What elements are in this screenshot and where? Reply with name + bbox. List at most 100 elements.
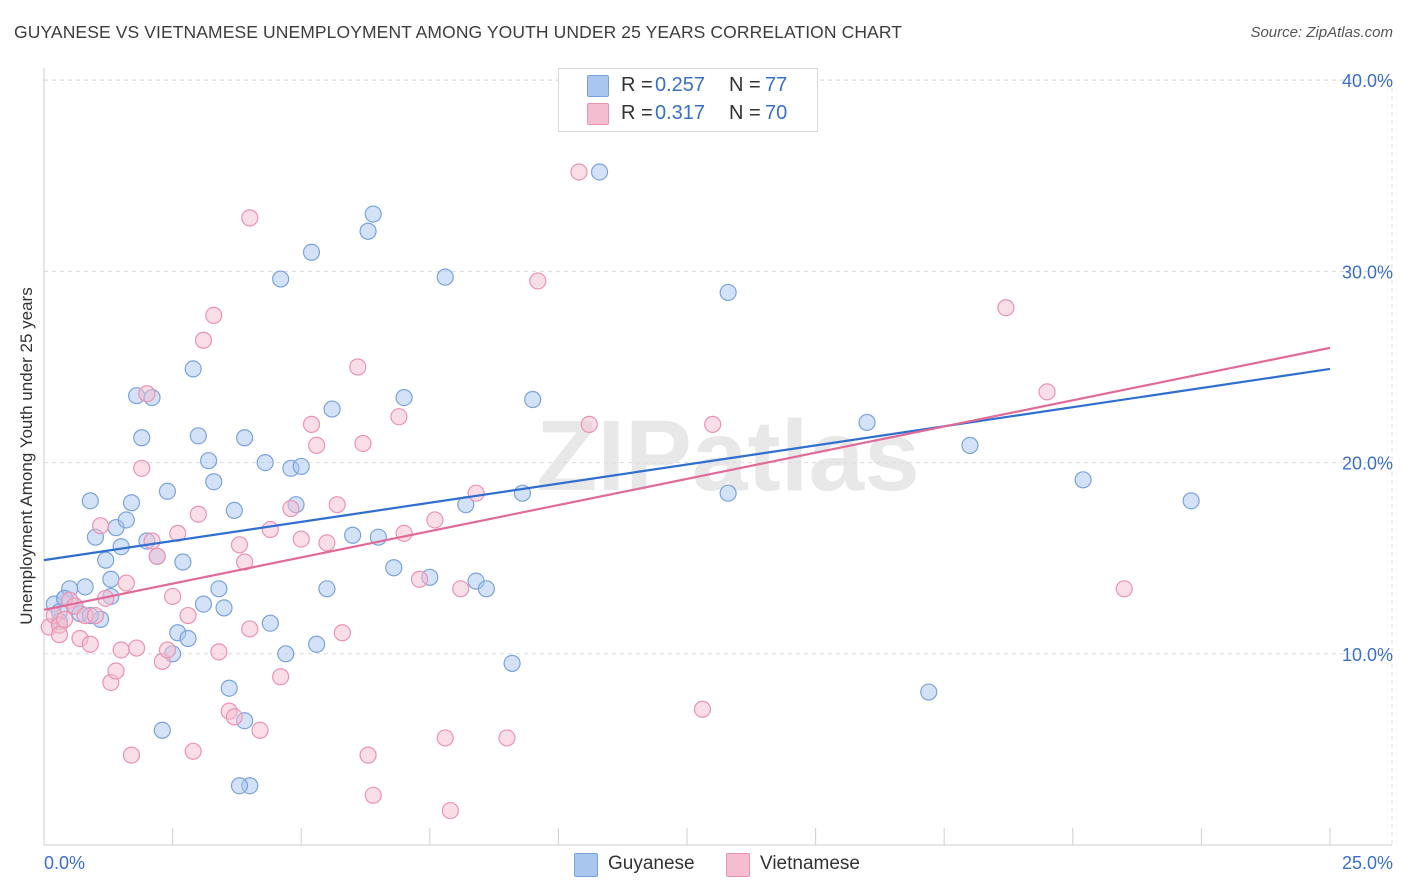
vietnamese-trend-line [43,346,1331,611]
guyanese-point [590,163,609,181]
vietnamese-point [91,517,110,535]
vietnamese-point [308,436,326,454]
guyanese-point [189,427,207,445]
guyanese-point [292,457,310,476]
vietnamese-point [704,415,722,433]
n-label: N = [729,102,761,124]
vietnamese-point [194,331,213,349]
guyanese-point [1074,471,1092,489]
vietnamese-point [1038,383,1056,401]
vietnamese-point [210,643,228,661]
vietnamese-point [364,786,382,804]
vietnamese-point [122,746,141,764]
vietnamese-point [55,610,74,628]
guyanese-point [302,243,321,261]
vietnamese-point [359,746,377,764]
vietnamese-point [127,639,146,657]
guyanese-point [215,599,233,617]
vietnamese-point [251,721,269,739]
guyanese-point [272,270,290,288]
r-label: R = [621,74,653,96]
guyanese-point [436,268,454,286]
vietnamese-point [318,534,336,552]
guyanese-point [308,635,326,653]
vietnamese-point [349,358,367,376]
vietnamese-point [395,524,413,542]
r-value: 0.317 [655,102,706,124]
guyanese-point [184,360,202,378]
vietnamese-point [272,668,290,686]
guyanese-point [122,494,141,512]
vietnamese-point [302,415,321,433]
guyanese-point [230,777,249,795]
vietnamese-legend-swatch [726,853,750,877]
vietnamese-point [436,729,454,747]
guyanese-point [1182,492,1200,510]
vietnamese-point [241,620,259,638]
guyanese-point [200,452,218,470]
guyanese-point [210,580,228,598]
y-tick-label: 20.0% [1342,454,1393,474]
guyanese-point [205,473,223,491]
guyanese-point [179,629,197,648]
guyanese-point [323,400,341,418]
guyanese-point [385,559,403,577]
guyanese-point [395,388,413,407]
vietnamese-point [50,626,69,644]
vietnamese-point [81,635,99,653]
guyanese-point [76,578,94,596]
y-tick-label: 10.0% [1342,645,1393,665]
vietnamese-point [333,624,351,642]
legend-label: Guyanese [608,853,695,874]
guyanese-point [220,679,238,697]
vietnamese-point [148,547,166,565]
vietnamese-point [133,459,151,477]
guyanese-point [719,283,737,302]
vietnamese-swatch [587,103,609,125]
guyanese-point [225,501,243,519]
vietnamese-point [261,520,279,539]
guyanese-point [277,645,295,663]
vietnamese-point [426,511,444,529]
vietnamese-point [580,415,598,433]
vietnamese-point [169,524,187,542]
guyanese-point [503,654,521,672]
guyanese-point [359,222,377,240]
vietnamese-point [498,729,516,747]
n-value: 77 [765,74,788,96]
y-tick-label: 40.0% [1342,71,1393,91]
guyanese-point [133,429,151,447]
guyanese-point [194,595,213,613]
vietnamese-point [997,299,1015,317]
vietnamese-point [230,536,249,554]
guyanese-point [117,511,135,529]
guyanese-point [256,454,274,472]
guyanese-point [261,614,279,632]
vietnamese-point [158,641,177,659]
guyanese-point [318,580,336,598]
stats-row-guyanese: R = 0.257 N = 77 [559,73,817,99]
guyanese-point [153,721,171,739]
guyanese-point [97,551,115,569]
guyanese-point [719,484,737,502]
vietnamese-point [138,385,156,403]
guyanese-trend-line [43,367,1331,562]
vietnamese-point [189,505,207,523]
vietnamese-point [452,580,470,598]
stats-row-vietnamese: R = 0.317 N = 70 [559,101,817,127]
vietnamese-point [1115,580,1133,598]
vietnamese-point [225,708,243,726]
vietnamese-point [328,496,346,514]
guyanese-point [81,492,99,510]
vietnamese-point [164,587,182,606]
legend-label: Vietnamese [760,853,860,874]
guyanese-point [102,570,120,588]
guyanese-point [477,580,495,598]
vietnamese-point [529,272,547,290]
guyanese-point [858,413,876,432]
vietnamese-point [143,532,161,550]
guyanese-point [344,526,362,544]
vietnamese-point [117,574,135,592]
vietnamese-point [390,408,408,426]
